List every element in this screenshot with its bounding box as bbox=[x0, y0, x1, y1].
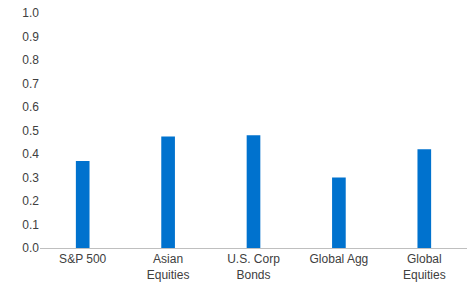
svg-text:0.5: 0.5 bbox=[22, 124, 39, 138]
svg-text:0.3: 0.3 bbox=[22, 171, 39, 185]
svg-text:0.0: 0.0 bbox=[22, 241, 39, 255]
svg-text:0.9: 0.9 bbox=[22, 30, 39, 44]
svg-text:0.7: 0.7 bbox=[22, 77, 39, 91]
svg-text:0.1: 0.1 bbox=[22, 218, 39, 232]
svg-text:AsianEquities: AsianEquities bbox=[147, 252, 190, 282]
svg-text:0.8: 0.8 bbox=[22, 53, 39, 67]
svg-text:Global Agg: Global Agg bbox=[310, 252, 369, 266]
svg-text:GlobalEquities: GlobalEquities bbox=[403, 252, 446, 282]
svg-text:0.2: 0.2 bbox=[22, 194, 39, 208]
svg-text:S&P 500: S&P 500 bbox=[59, 252, 106, 266]
svg-text:U.S. CorpBonds: U.S. CorpBonds bbox=[227, 252, 280, 282]
svg-text:1.0: 1.0 bbox=[22, 6, 39, 20]
svg-text:0.6: 0.6 bbox=[22, 100, 39, 114]
svg-text:0.4: 0.4 bbox=[22, 147, 39, 161]
